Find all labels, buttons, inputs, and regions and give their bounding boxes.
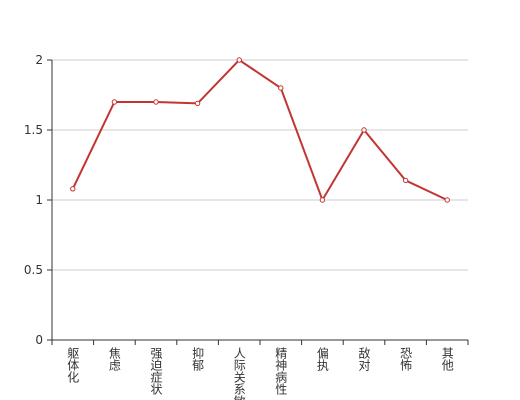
line [71,58,448,203]
x-tick-label: 恐怖 [399,347,413,371]
point [402,177,409,184]
y-tick-label: 2 [35,53,43,67]
y-tick-label: 1.5 [24,123,43,137]
x-tick-label: 精神病性 [274,347,288,396]
x-tick-label: 强迫症状 [149,347,163,395]
point [236,57,242,63]
x-tick-label: 人际关系敏感 [232,347,246,400]
point [444,197,450,203]
point [278,85,284,91]
x-tick-label: 抑郁 [191,346,205,372]
x-tick-label: 躯体化 [66,346,80,384]
point [194,100,201,107]
point [153,99,159,105]
x-tick-label: 焦虑 [107,347,121,371]
x-tick-label: 其他 [440,347,454,371]
x-tick-label: 偏执 [315,346,329,372]
y-tick-label: 0.5 [24,263,43,277]
point [361,127,367,133]
point [111,99,118,105]
y-tick-label: 0 [35,333,43,347]
x-tick-label: 敌对 [357,346,371,371]
point [319,197,326,203]
point [70,186,76,192]
y-tick-label: 1 [35,193,43,207]
